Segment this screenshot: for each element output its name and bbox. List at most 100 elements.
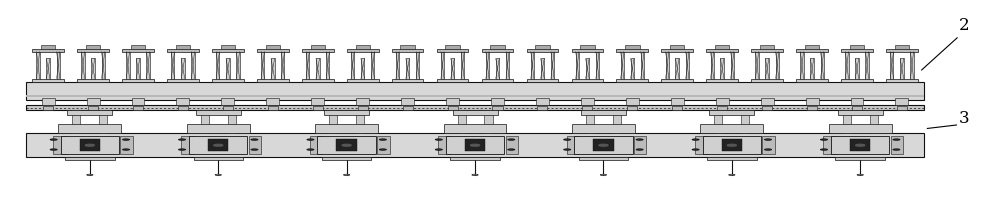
Bar: [762, 136, 775, 154]
Bar: [347, 49, 379, 52]
Bar: [133, 106, 143, 110]
Bar: [641, 52, 644, 79]
Circle shape: [857, 174, 863, 176]
Bar: [891, 136, 903, 154]
Bar: [392, 49, 423, 52]
Bar: [895, 45, 909, 49]
Bar: [567, 136, 579, 154]
Bar: [686, 52, 689, 79]
Bar: [484, 110, 493, 133]
Bar: [841, 79, 873, 82]
Bar: [700, 124, 763, 132]
Bar: [171, 52, 174, 79]
Bar: [257, 79, 289, 82]
Bar: [136, 58, 140, 79]
Bar: [886, 79, 918, 82]
Bar: [531, 52, 534, 79]
Bar: [821, 52, 824, 79]
Bar: [189, 136, 247, 154]
Bar: [491, 98, 504, 105]
Circle shape: [214, 144, 223, 146]
Bar: [572, 124, 635, 132]
Circle shape: [764, 139, 772, 140]
Bar: [761, 98, 774, 105]
Bar: [865, 52, 869, 79]
Bar: [829, 124, 892, 132]
Bar: [249, 136, 261, 154]
Bar: [751, 49, 783, 52]
Bar: [437, 49, 468, 52]
Bar: [627, 106, 637, 110]
Text: 3: 3: [959, 110, 970, 127]
Bar: [310, 136, 322, 154]
Bar: [446, 98, 459, 105]
Bar: [492, 106, 503, 110]
Bar: [261, 52, 264, 79]
Bar: [99, 110, 107, 133]
Bar: [58, 124, 121, 132]
Bar: [445, 45, 460, 49]
Bar: [194, 157, 243, 160]
Circle shape: [85, 144, 94, 146]
Bar: [810, 58, 814, 79]
Bar: [181, 58, 185, 79]
Circle shape: [508, 139, 515, 140]
Circle shape: [820, 139, 828, 140]
Bar: [67, 110, 112, 115]
Bar: [187, 124, 250, 132]
Bar: [675, 58, 679, 79]
Bar: [850, 139, 870, 151]
Circle shape: [87, 174, 93, 176]
Bar: [465, 139, 485, 151]
Bar: [178, 106, 188, 110]
Bar: [181, 136, 194, 154]
Bar: [672, 106, 682, 110]
Bar: [46, 58, 50, 79]
Bar: [87, 98, 100, 105]
Bar: [88, 106, 98, 110]
Bar: [490, 45, 505, 49]
Circle shape: [893, 139, 900, 140]
Bar: [356, 110, 364, 133]
Bar: [714, 110, 722, 133]
Bar: [302, 49, 334, 52]
Bar: [336, 139, 357, 151]
Bar: [313, 106, 323, 110]
Bar: [86, 45, 100, 49]
Bar: [703, 136, 761, 154]
Circle shape: [435, 139, 442, 140]
Circle shape: [820, 149, 828, 150]
Bar: [551, 52, 554, 79]
Bar: [576, 52, 579, 79]
Bar: [306, 52, 309, 79]
Bar: [580, 45, 595, 49]
Bar: [670, 45, 684, 49]
Bar: [167, 79, 199, 82]
Bar: [80, 139, 100, 151]
Circle shape: [727, 144, 736, 146]
Bar: [146, 52, 150, 79]
Bar: [461, 52, 464, 79]
Bar: [26, 133, 924, 157]
Bar: [446, 136, 504, 154]
Circle shape: [251, 149, 258, 150]
Bar: [191, 52, 195, 79]
Circle shape: [508, 149, 515, 150]
Bar: [671, 98, 684, 105]
Bar: [236, 52, 240, 79]
Bar: [796, 79, 828, 82]
Circle shape: [215, 174, 221, 176]
Bar: [176, 45, 190, 49]
Bar: [717, 106, 727, 110]
Bar: [77, 79, 109, 82]
Bar: [626, 98, 639, 105]
Bar: [72, 110, 80, 133]
Bar: [709, 110, 754, 115]
Bar: [53, 136, 66, 154]
Circle shape: [471, 144, 480, 146]
Bar: [122, 79, 154, 82]
Bar: [201, 110, 209, 133]
Bar: [805, 45, 819, 49]
Bar: [126, 52, 130, 79]
Bar: [458, 110, 466, 133]
